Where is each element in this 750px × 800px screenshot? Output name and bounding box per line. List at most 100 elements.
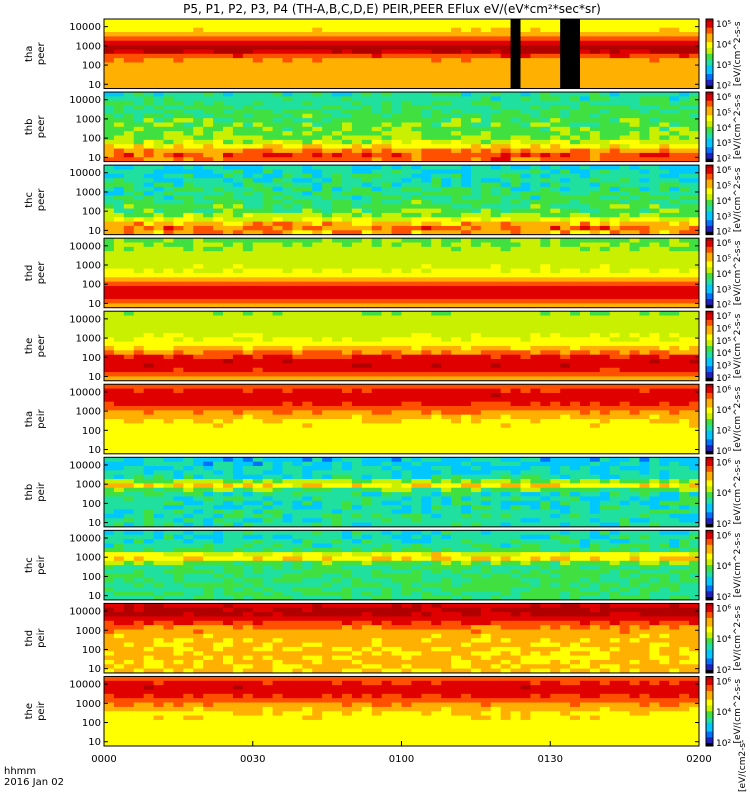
heat-cell [669,268,680,274]
heat-cell [193,246,204,252]
heat-cell [252,341,264,347]
heat-cell [421,49,432,55]
heat-cell [679,165,690,170]
heat-cell [599,199,611,205]
heat-cell [272,122,283,128]
heat-cell [342,217,353,223]
heat-cell [113,251,125,256]
heat-cell [401,345,412,351]
heat-cell [153,126,164,132]
heat-cell [302,165,313,170]
heat-cell [143,337,154,343]
heat-cell [659,27,670,33]
heat-cell [570,246,581,252]
heat-cell [520,191,531,196]
heat-cell [342,199,353,205]
heat-cell [391,122,402,128]
heat-cell [203,255,214,261]
heat-cell [173,294,184,300]
heat-cell [371,212,383,218]
heat-cell [550,303,561,309]
heat-cell [431,230,442,236]
heat-cell [550,148,561,154]
heat-cell [282,363,293,369]
heat-cell [540,294,551,300]
heat-cell [560,165,571,170]
heat-cell [599,251,611,256]
heat-cell [679,251,690,256]
heat-cell [461,66,472,72]
heat-cell [252,157,264,162]
heat-cell [143,27,154,33]
heat-cell [431,92,442,97]
heat-cell [262,148,273,154]
heat-cell [391,359,402,364]
heat-cell [163,79,174,85]
heat-cell [104,199,115,205]
heat-cell [550,367,561,373]
heat-cell [421,281,432,287]
heat-cell [232,238,244,243]
heat-cell [203,376,214,382]
heat-cell [292,199,303,205]
heat-cell [510,195,521,201]
heat-cell [431,299,442,304]
heat-cell [361,217,373,223]
heat-cell [550,337,561,343]
heat-cell [262,359,273,364]
heat-cell [540,105,551,110]
heat-cell [123,221,135,227]
heat-cell [332,173,343,179]
heat-cell [589,131,601,136]
heat-cell [262,118,273,123]
heat-cell [609,367,621,373]
heat-cell [391,324,402,329]
heat-cell [133,71,145,76]
heat-cell [213,113,224,119]
heat-cell [361,230,373,236]
heat-cell [500,359,511,364]
heat-cell [530,345,541,351]
heat-cell [153,272,164,278]
heat-cell [213,204,224,209]
heat-cell [639,277,650,283]
heat-cell [639,281,650,287]
heat-cell [322,354,333,360]
heat-cell [342,45,353,50]
heat-cell [411,152,422,158]
heat-cell [540,19,551,24]
heat-cell [580,182,591,188]
heat-cell [391,372,402,377]
heat-cell [361,195,373,201]
heat-cell [411,199,422,205]
colorbar-segment [706,135,713,139]
heat-cell [470,359,482,364]
heat-cell [629,294,640,300]
heat-cell [361,212,373,218]
heat-cell [609,281,621,287]
heat-cell [560,242,571,248]
heat-cell [342,66,353,72]
heat-cell [113,169,125,175]
heat-cell [193,135,204,141]
heat-cell [500,195,511,201]
heat-cell [451,294,462,300]
heat-cell [302,148,313,154]
heat-cell [639,315,650,321]
colorbar-tick-label: 10² [716,301,731,311]
heat-cell [292,178,303,183]
heat-cell [272,246,283,252]
heat-cell [451,195,462,201]
heat-cell [332,178,343,183]
heat-cell [213,49,224,55]
heat-cell [381,186,392,192]
heat-cell [272,259,283,265]
y-tick-label: 100 [82,61,101,72]
heat-cell [451,251,462,256]
heat-cell [153,40,164,46]
heat-cell [213,242,224,248]
heat-cell [470,40,482,46]
heat-cell [104,290,115,296]
heat-cell [480,259,492,265]
